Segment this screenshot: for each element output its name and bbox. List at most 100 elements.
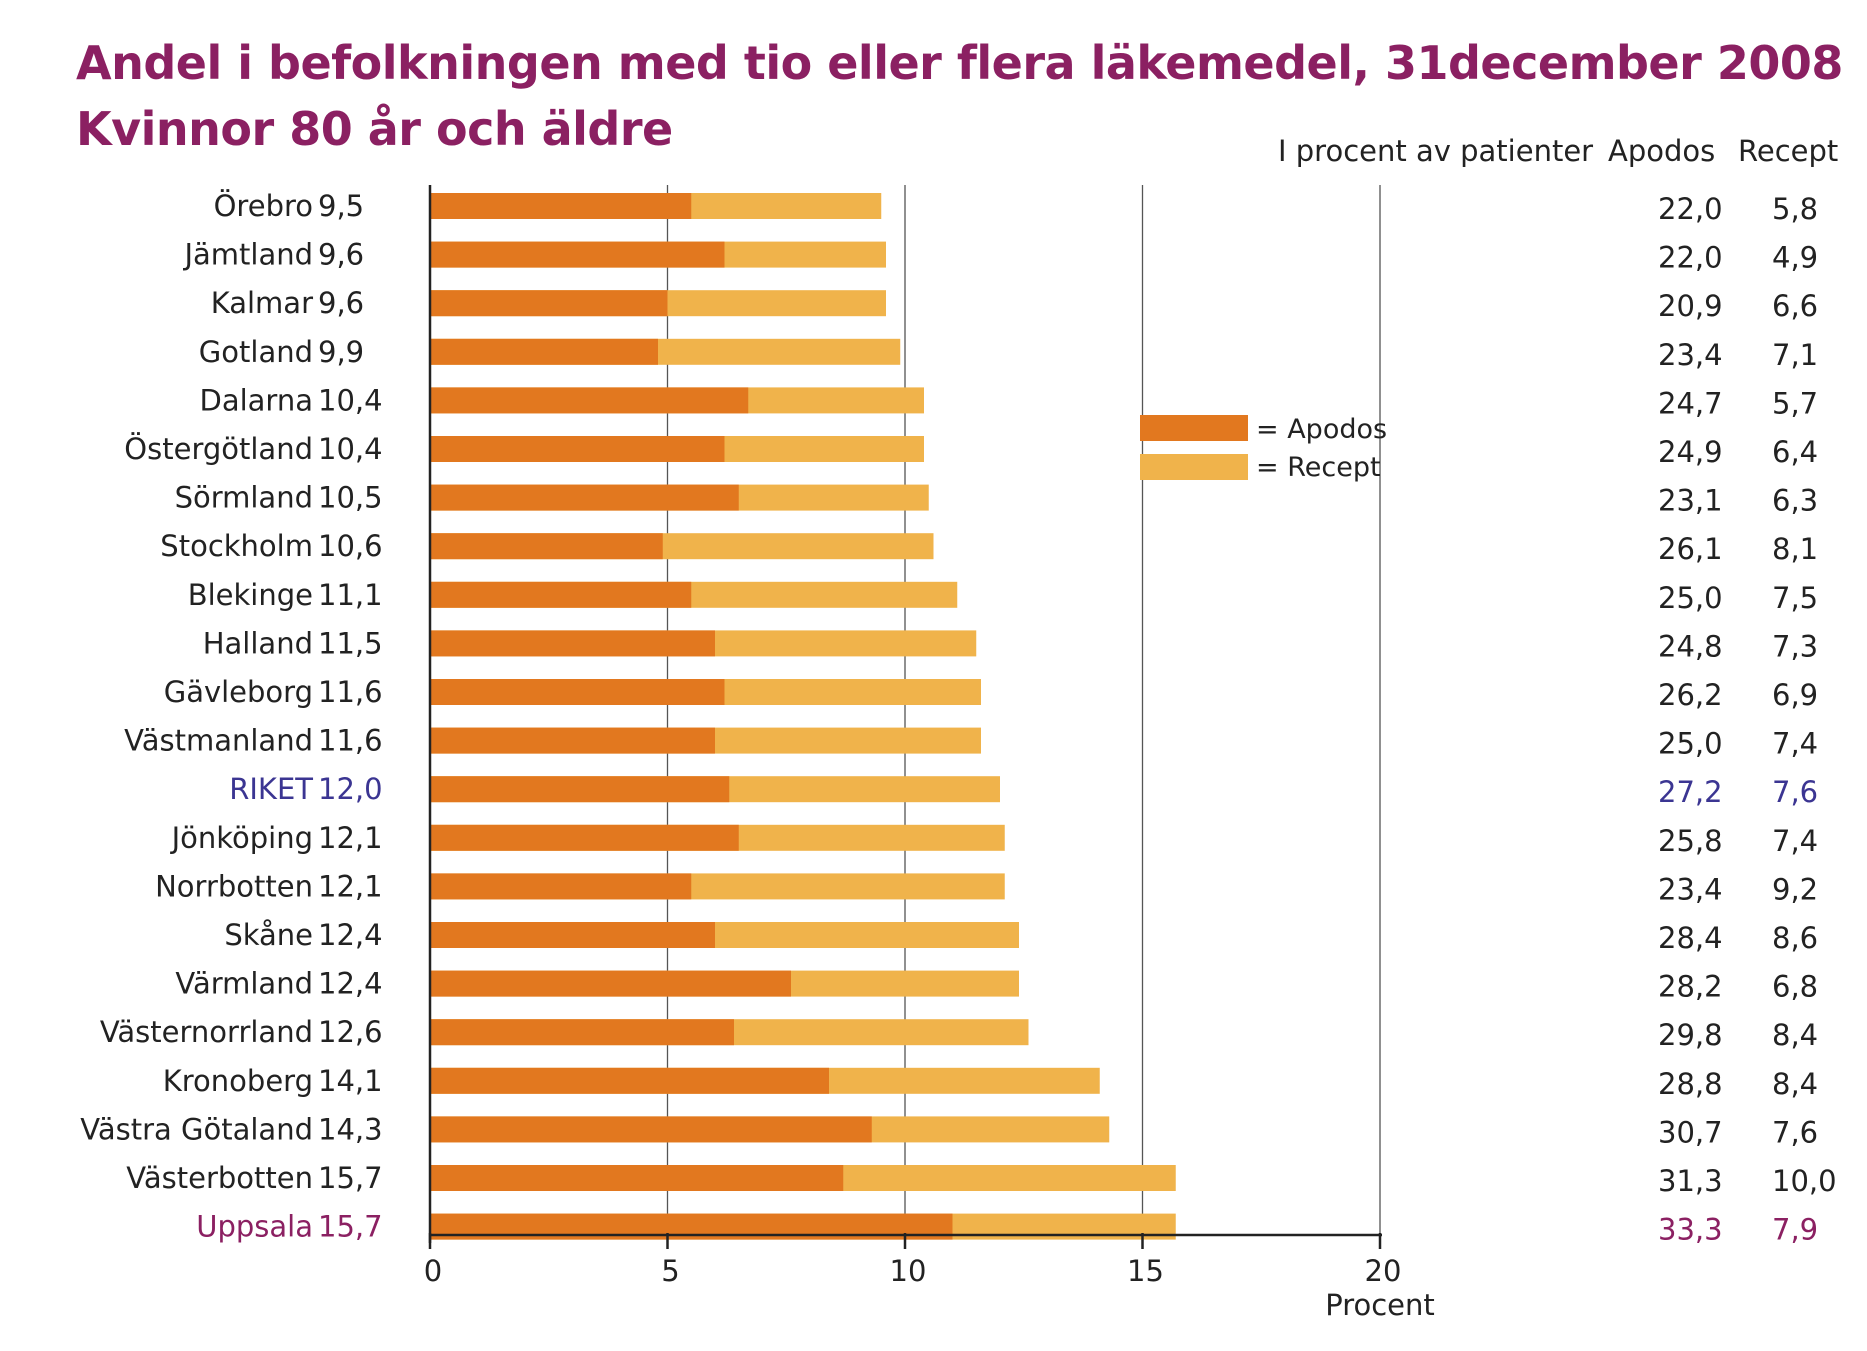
- recept-value-0: 5,8: [1772, 192, 1818, 226]
- apodos-value-15: 28,4: [1658, 921, 1723, 955]
- category-label-19: Västra Götaland: [80, 1112, 313, 1146]
- apodos-value-11: 25,0: [1658, 727, 1723, 761]
- chart-subtitle: Kvinnor 80 år och äldre: [76, 102, 673, 156]
- tick-label-5: 5: [661, 1254, 679, 1288]
- apodos-value-12: 27,2: [1658, 775, 1723, 809]
- total-label-14: 12,1: [318, 869, 383, 903]
- column-header-apodos: Apodos: [1608, 134, 1716, 168]
- bar-apodos-20: [430, 1165, 844, 1191]
- total-label-12: 12,0: [318, 772, 383, 806]
- recept-value-3: 7,1: [1772, 338, 1818, 372]
- apodos-value-6: 23,1: [1658, 484, 1723, 518]
- apodos-value-17: 29,8: [1658, 1018, 1723, 1052]
- bars: [430, 193, 1176, 1240]
- bar-apodos-11: [430, 727, 715, 754]
- total-label-13: 12,1: [318, 821, 383, 855]
- total-label-21: 15,7: [318, 1210, 383, 1244]
- bar-apodos-15: [430, 922, 715, 948]
- category-label-16: Värmland: [175, 967, 313, 1001]
- total-label-15: 12,4: [318, 918, 383, 952]
- category-label-15: Skåne: [224, 918, 313, 952]
- category-label-21: Uppsala: [196, 1210, 313, 1244]
- x-axis-label: Procent: [1325, 1288, 1435, 1322]
- bar-apodos-19: [430, 1116, 872, 1143]
- category-label-14: Norrbotten: [155, 869, 313, 903]
- apodos-value-16: 28,2: [1658, 970, 1723, 1004]
- recept-value-4: 5,7: [1772, 386, 1818, 420]
- apodos-value-8: 25,0: [1658, 581, 1723, 615]
- legend: = Apodos = Recept: [1140, 414, 1387, 483]
- category-label-8: Blekinge: [188, 578, 313, 612]
- apodos-value-21: 33,3: [1658, 1213, 1723, 1247]
- column-header-recept: Recept: [1738, 134, 1839, 168]
- recept-value-10: 6,9: [1772, 678, 1818, 712]
- recept-value-1: 4,9: [1772, 241, 1818, 275]
- category-label-17: Västernorrland: [100, 1015, 313, 1049]
- grid-lines: [666, 185, 1381, 1235]
- total-label-4: 10,4: [318, 383, 383, 417]
- recept-value-19: 7,6: [1772, 1115, 1818, 1149]
- total-label-5: 10,4: [318, 432, 383, 466]
- total-label-11: 11,6: [318, 724, 383, 758]
- apodos-value-5: 24,9: [1658, 435, 1723, 469]
- total-label-2: 9,6: [318, 286, 364, 320]
- bar-apodos-4: [430, 387, 749, 414]
- bar-apodos-8: [430, 581, 692, 608]
- category-label-12: RIKET: [229, 772, 313, 806]
- apodos-value-0: 22,0: [1658, 192, 1723, 226]
- tick-label-10: 10: [890, 1254, 927, 1288]
- tick-label-15: 15: [1127, 1254, 1164, 1288]
- legend-swatch-apodos: [1140, 415, 1248, 441]
- bar-apodos-16: [430, 970, 791, 997]
- bar-apodos-5: [430, 436, 725, 462]
- category-label-13: Jönköping: [170, 821, 313, 855]
- recept-value-5: 6,4: [1772, 435, 1818, 469]
- apodos-value-1: 22,0: [1658, 241, 1723, 275]
- bar-apodos-17: [430, 1019, 734, 1046]
- category-label-11: Västmanland: [124, 724, 313, 758]
- recept-value-6: 6,3: [1772, 484, 1818, 518]
- recept-value-15: 8,6: [1772, 921, 1818, 955]
- category-label-5: Östergötland: [124, 432, 313, 466]
- total-label-20: 15,7: [318, 1161, 383, 1195]
- total-label-17: 12,6: [318, 1015, 383, 1049]
- apodos-value-14: 23,4: [1658, 872, 1723, 906]
- total-label-1: 9,6: [318, 238, 364, 272]
- recept-value-7: 8,1: [1772, 532, 1818, 566]
- category-label-9: Halland: [203, 626, 313, 660]
- bar-apodos-0: [430, 193, 692, 219]
- recept-value-16: 6,8: [1772, 970, 1818, 1004]
- apodos-value-20: 31,3: [1658, 1164, 1723, 1198]
- recept-value-18: 8,4: [1772, 1067, 1818, 1101]
- total-label-10: 11,6: [318, 675, 383, 709]
- recept-value-11: 7,4: [1772, 727, 1818, 761]
- apodos-value-3: 23,4: [1658, 338, 1723, 372]
- legend-label-recept: = Recept: [1256, 452, 1381, 483]
- category-label-2: Kalmar: [211, 286, 313, 320]
- category-label-10: Gävleborg: [164, 675, 313, 709]
- total-label-6: 10,5: [318, 481, 383, 515]
- bar-apodos-10: [430, 679, 725, 705]
- tick-label-20: 20: [1365, 1254, 1402, 1288]
- category-label-6: Sörmland: [175, 481, 313, 515]
- apodos-value-7: 26,1: [1658, 532, 1723, 566]
- bar-apodos-6: [430, 484, 739, 511]
- bar-apodos-3: [430, 338, 658, 365]
- total-label-0: 9,5: [318, 189, 364, 223]
- category-label-4: Dalarna: [200, 383, 314, 417]
- recept-value-14: 9,2: [1772, 872, 1818, 906]
- tick-label-0: 0: [424, 1254, 442, 1288]
- category-label-7: Stockholm: [160, 529, 313, 563]
- bar-apodos-12: [430, 776, 730, 803]
- total-label-18: 14,1: [318, 1064, 383, 1098]
- legend-swatch-recept: [1140, 454, 1248, 480]
- side-table: 22,0 5,8 22,0 4,9 20,9 6,6 23,4 7,1 24,7 5,7 24,9 6…: [1658, 192, 1837, 1247]
- total-label-7: 10,6: [318, 529, 383, 563]
- recept-value-20: 10,0: [1772, 1164, 1837, 1198]
- legend-label-apodos: = Apodos: [1256, 414, 1387, 445]
- table-unit-label: I procent av patienter: [1278, 134, 1594, 168]
- recept-value-12: 7,6: [1772, 775, 1818, 809]
